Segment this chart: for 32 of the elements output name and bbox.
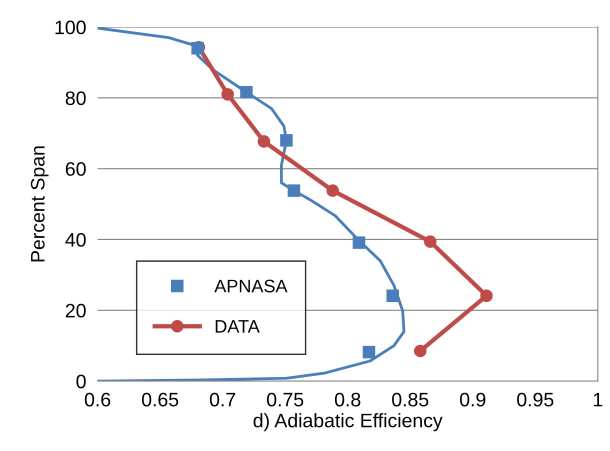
y-tick-label: 60	[66, 162, 86, 176]
x-axis-title: d) Adiabatic Efficiency	[254, 413, 443, 432]
point	[280, 134, 293, 147]
x-tick-label: 0.65	[142, 392, 178, 406]
y-tick-label: 20	[66, 304, 86, 318]
point	[221, 88, 234, 101]
x-tick-label: 0.7	[210, 392, 236, 406]
x-tick-label: 0.6	[84, 392, 110, 406]
point	[352, 236, 366, 249]
x-tick-label: 0.85	[392, 392, 428, 406]
point	[288, 184, 300, 197]
point	[386, 290, 399, 302]
y-tick-label: 80	[66, 91, 86, 106]
line-series	[98, 27, 406, 382]
point	[326, 184, 339, 197]
point	[480, 290, 493, 302]
x-tick-label: 0.75	[267, 392, 304, 406]
point	[258, 135, 270, 148]
point	[424, 235, 436, 248]
point	[362, 346, 376, 358]
point	[240, 86, 253, 98]
x-tick-label: 1	[594, 392, 602, 406]
y-tick-label: 40	[65, 232, 86, 247]
legend-label: APNASA	[214, 280, 288, 292]
x-tick-label: 0.8	[334, 392, 360, 406]
point	[414, 344, 426, 358]
x-tick-label: 0.95	[517, 392, 554, 406]
x-tick-label: 0.9	[460, 392, 486, 406]
legend-label: DATA	[216, 320, 260, 333]
y-tick-label: 0	[76, 374, 86, 388]
y-tick-label: 100	[56, 20, 86, 34]
y-axis-title: Percent Span	[30, 146, 48, 262]
